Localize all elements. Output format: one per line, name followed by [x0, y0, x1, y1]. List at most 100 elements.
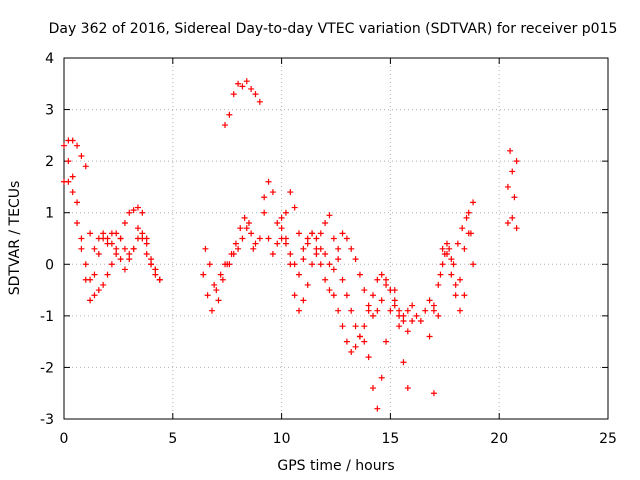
y-tick-label: -3 [40, 412, 54, 428]
data-point [461, 292, 468, 299]
data-point [213, 287, 220, 294]
series-p015-track-2 [61, 137, 163, 283]
data-point [113, 245, 120, 252]
data-point [156, 276, 163, 283]
data-point [348, 307, 355, 314]
data-point [282, 209, 289, 216]
data-point [383, 276, 390, 283]
data-point [274, 240, 281, 247]
data-point [309, 261, 316, 268]
data-point [446, 245, 453, 252]
data-point [509, 214, 516, 221]
data-point [121, 245, 128, 252]
data-point [304, 240, 311, 247]
data-point [430, 302, 437, 309]
data-point [452, 292, 459, 299]
data-point [443, 240, 450, 247]
data-point [450, 261, 457, 268]
y-tick-label: -2 [40, 360, 54, 376]
data-point [391, 302, 398, 309]
data-point [513, 225, 520, 232]
data-point [417, 318, 424, 325]
data-point [239, 235, 246, 242]
data-point [202, 245, 209, 252]
data-point [282, 240, 289, 247]
data-point [100, 235, 107, 242]
data-point [387, 307, 394, 314]
y-tick-label: 2 [45, 154, 54, 170]
data-point [252, 91, 259, 98]
data-point [206, 261, 213, 268]
data-point [226, 111, 233, 118]
data-point [439, 261, 446, 268]
data-point [400, 312, 407, 319]
y-tick-label: 1 [45, 206, 54, 222]
data-point [269, 189, 276, 196]
data-point [82, 261, 89, 268]
data-point [457, 276, 464, 283]
data-point [313, 250, 320, 257]
data-point [383, 281, 390, 288]
data-point [504, 183, 511, 190]
data-point [222, 122, 229, 129]
data-point [91, 292, 98, 299]
data-point [134, 204, 141, 211]
data-point [139, 235, 146, 242]
data-point [130, 207, 137, 214]
data-point [352, 323, 359, 330]
y-tick-label: -1 [40, 309, 54, 325]
data-point [252, 240, 259, 247]
data-point [435, 281, 442, 288]
data-point [74, 142, 81, 149]
data-point [69, 137, 76, 144]
series-p015-track-9 [278, 214, 437, 325]
data-point [391, 297, 398, 304]
data-point [409, 318, 416, 325]
x-tick-labels: 0 5 10 15 20 25 [60, 431, 617, 447]
data-point [459, 225, 466, 232]
data-point [100, 230, 107, 237]
data-point [437, 271, 444, 278]
data-point [426, 297, 433, 304]
data-point [430, 390, 437, 397]
data-point [200, 271, 207, 278]
data-point [339, 323, 346, 330]
data-point [91, 271, 98, 278]
data-point [361, 323, 368, 330]
data-point [243, 78, 250, 85]
data-point [117, 256, 124, 263]
data-point [239, 83, 246, 90]
data-point [404, 385, 411, 392]
data-point [413, 312, 420, 319]
data-point [291, 204, 298, 211]
series-p015-track-13 [504, 147, 520, 232]
data-point [108, 261, 115, 268]
data-point [454, 240, 461, 247]
data-point [326, 287, 333, 294]
data-point [309, 230, 316, 237]
data-point [513, 158, 520, 165]
data-point [439, 245, 446, 252]
x-tick-label: 15 [381, 431, 399, 447]
data-point [235, 80, 242, 87]
data-point [274, 220, 281, 227]
data-point [235, 245, 242, 252]
data-point [435, 312, 442, 319]
data-point [78, 245, 85, 252]
data-point [509, 168, 516, 175]
x-tick-label: 10 [273, 431, 291, 447]
data-point [452, 281, 459, 288]
data-point [335, 307, 342, 314]
data-point [74, 220, 81, 227]
data-point [422, 307, 429, 314]
data-point [457, 307, 464, 314]
data-point [426, 333, 433, 340]
data-point [335, 245, 342, 252]
data-point [245, 220, 252, 227]
data-point [65, 178, 72, 185]
data-point [361, 338, 368, 345]
data-point [143, 250, 150, 257]
data-point [330, 266, 337, 273]
data-point [339, 230, 346, 237]
data-point [463, 214, 470, 221]
